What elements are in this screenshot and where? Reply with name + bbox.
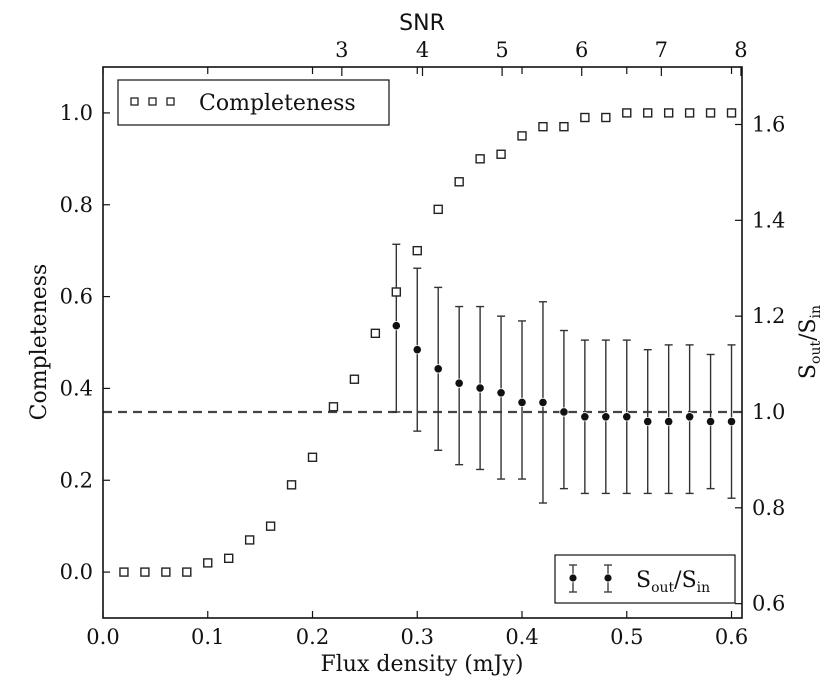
ratio-point bbox=[475, 383, 485, 393]
completeness-point bbox=[538, 121, 548, 132]
completeness-point bbox=[559, 121, 569, 132]
completeness-points bbox=[119, 108, 737, 577]
x-tick-label: 0.1 bbox=[191, 625, 224, 649]
ratio-point bbox=[538, 397, 548, 407]
completeness-point bbox=[265, 521, 276, 531]
x-tick-label: 0.3 bbox=[401, 625, 434, 649]
legend-ratio-box bbox=[554, 554, 736, 604]
x-axis-label: Flux density (mJy) bbox=[320, 652, 523, 677]
legend-ratio-label: Sout/Sin bbox=[636, 568, 710, 596]
completeness-point bbox=[349, 374, 360, 384]
ratio-point bbox=[622, 412, 632, 422]
completeness-point bbox=[517, 131, 527, 141]
completeness-point bbox=[412, 245, 422, 256]
ratio-point bbox=[664, 416, 674, 427]
legend-completeness-marker bbox=[130, 97, 139, 106]
top-tick-label: 6 bbox=[575, 38, 588, 62]
completeness-point bbox=[663, 108, 674, 118]
completeness-point bbox=[726, 108, 737, 118]
completeness-point bbox=[119, 567, 129, 577]
top-tick-label: 4 bbox=[416, 38, 429, 62]
ratio-errorbars bbox=[392, 243, 736, 504]
ratio-point bbox=[412, 345, 422, 355]
y-tick-label: 0.4 bbox=[60, 376, 93, 400]
completeness-point bbox=[182, 567, 192, 577]
y-tick-label: 0.8 bbox=[60, 193, 93, 217]
legend-completeness-marker bbox=[148, 97, 157, 106]
ratio-point bbox=[643, 416, 653, 427]
completeness-point bbox=[475, 154, 485, 164]
completeness-point bbox=[140, 567, 150, 577]
completeness-point bbox=[580, 112, 590, 123]
y2-tick-label: 1.0 bbox=[752, 400, 785, 424]
y-tick-label: 1.0 bbox=[60, 101, 93, 125]
y-tick-label: 0.0 bbox=[60, 560, 93, 584]
completeness-point bbox=[705, 108, 716, 118]
legend-ratio: Sout/Sin bbox=[554, 554, 736, 604]
x-tick-label: 0.6 bbox=[715, 625, 748, 649]
ratio-point bbox=[726, 416, 737, 427]
y2-tick-label: 1.4 bbox=[752, 208, 785, 232]
top-tick-label: 5 bbox=[495, 38, 508, 62]
completeness-point bbox=[203, 558, 213, 568]
completeness-point bbox=[433, 204, 443, 215]
completeness-point bbox=[224, 553, 234, 564]
ratio-point bbox=[559, 407, 569, 417]
completeness-point bbox=[244, 535, 255, 545]
legend-completeness-marker bbox=[166, 97, 175, 106]
x-tick-label: 0.4 bbox=[505, 625, 538, 649]
top-tick-label: 7 bbox=[655, 38, 668, 62]
completeness-point bbox=[161, 567, 171, 577]
ratio-points bbox=[391, 321, 737, 427]
completeness-point bbox=[391, 287, 402, 297]
completeness-point bbox=[643, 108, 653, 118]
completeness-point bbox=[684, 108, 695, 118]
y-axis-label: Completeness bbox=[27, 264, 52, 421]
completeness-point bbox=[307, 452, 318, 462]
y2-tick-label: 0.8 bbox=[752, 496, 785, 520]
completeness-point bbox=[622, 108, 632, 118]
completeness-point bbox=[496, 149, 506, 159]
legend-completeness-label: Completeness bbox=[199, 91, 356, 116]
x-tick-label: 0.2 bbox=[296, 625, 329, 649]
completeness-point bbox=[370, 328, 381, 339]
legend-completeness-box bbox=[117, 79, 390, 126]
y2-tick-label: 0.6 bbox=[752, 592, 785, 616]
ratio-point bbox=[433, 364, 443, 374]
ratio-point bbox=[685, 412, 695, 422]
axis-ticks: 0.0 0.1 0.2 0.3 0.4 0.5 0.6 0.0 0.2 0.4 0.6 0.8 1.0 0… bbox=[60, 38, 786, 649]
completeness-point bbox=[601, 112, 611, 123]
y2-axis-label: Sout/Sin bbox=[796, 305, 824, 379]
legend-completeness: Completeness bbox=[117, 79, 390, 126]
y2-tick-label: 1.6 bbox=[752, 112, 785, 136]
completeness-point bbox=[454, 177, 464, 187]
y2-tick-label: 1.2 bbox=[752, 304, 785, 328]
x-tick-label: 0.5 bbox=[610, 625, 643, 649]
top-axis-label: SNR bbox=[399, 11, 445, 36]
y-tick-label: 0.6 bbox=[60, 285, 93, 309]
ratio-point bbox=[496, 388, 506, 398]
completeness-point bbox=[328, 402, 339, 412]
y-tick-label: 0.2 bbox=[60, 468, 93, 492]
completeness-point bbox=[286, 480, 297, 490]
top-tick-label: 8 bbox=[734, 38, 747, 62]
ratio-point bbox=[517, 397, 527, 407]
legend-ratio-marker bbox=[603, 573, 613, 583]
plot-frame bbox=[102, 66, 743, 619]
top-tick-label: 3 bbox=[335, 38, 348, 62]
ratio-point bbox=[580, 412, 590, 422]
ratio-point bbox=[454, 378, 464, 388]
ratio-point bbox=[601, 412, 611, 422]
legend-ratio-marker bbox=[568, 573, 578, 583]
ratio-point bbox=[705, 416, 716, 427]
ratio-point bbox=[391, 321, 401, 331]
x-tick-label: 0.0 bbox=[86, 625, 119, 649]
